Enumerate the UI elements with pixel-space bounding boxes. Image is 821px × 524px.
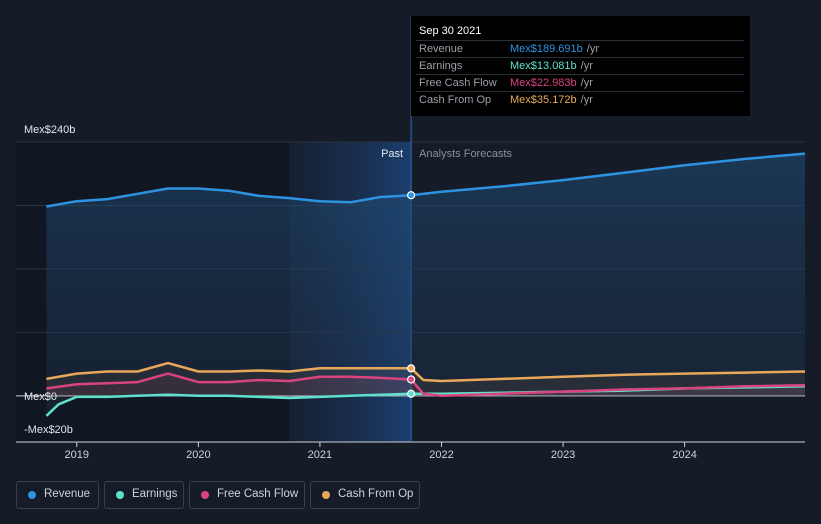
marker-cash-from-op xyxy=(407,364,416,373)
tooltip-date: Sep 30 2021 xyxy=(419,25,482,37)
x-tick-label: 2021 xyxy=(308,449,332,461)
tooltip-row-free-cash-flow: Free Cash Flow Mex$22.983b/yr xyxy=(416,74,744,91)
tooltip-unit: /yr xyxy=(580,60,593,72)
legend-item-revenue[interactable]: Revenue xyxy=(16,481,99,509)
series-line-free-cash-flow xyxy=(46,372,806,398)
series-line-cash-from-op xyxy=(46,361,806,383)
x-tick-label: 2023 xyxy=(551,449,575,461)
marker-free-cash-flow xyxy=(407,375,416,384)
tooltip-label: Free Cash Flow xyxy=(419,77,497,89)
tooltip-value: Mex$35.172b xyxy=(510,94,577,106)
x-tick-label: 2019 xyxy=(65,449,89,461)
tooltip-unit: /yr xyxy=(580,77,593,89)
series-area-earnings xyxy=(46,386,805,416)
series-line-revenue xyxy=(46,152,806,208)
earnings-dot-icon xyxy=(116,491,124,499)
legend-label: Earnings xyxy=(132,488,178,500)
marker-revenue xyxy=(407,191,416,200)
series-area-revenue xyxy=(46,153,805,396)
legend-item-cash-from-op[interactable]: Cash From Op xyxy=(310,481,420,509)
forecast-label: Analysts Forecasts xyxy=(419,148,512,160)
tooltip-label: Cash From Op xyxy=(419,94,492,106)
tooltip-row-revenue: Revenue Mex$189.691b/yr xyxy=(416,40,744,57)
y-tick-label: -Mex$20b xyxy=(24,424,73,436)
free-cash-flow-dot-icon xyxy=(201,491,209,499)
cash-from-op-dot-icon xyxy=(322,491,330,499)
y-tick-label: Mex$240b xyxy=(24,124,75,136)
tooltip-unit: /yr xyxy=(580,94,593,106)
tooltip-unit: /yr xyxy=(586,43,600,55)
x-tick-label: 2022 xyxy=(429,449,453,461)
tooltip-row-cash-from-op: Cash From Op Mex$35.172b/yr xyxy=(416,91,744,108)
legend-item-free-cash-flow[interactable]: Free Cash Flow xyxy=(189,481,305,509)
tooltip-value: Mex$22.983b xyxy=(510,77,577,89)
tooltip-value: Mex$189.691b xyxy=(510,43,583,55)
past-label: Past xyxy=(381,148,403,160)
revenue-dot-icon xyxy=(28,491,36,499)
tooltip-value: Mex$13.081b xyxy=(510,60,577,72)
legend-label: Revenue xyxy=(44,488,91,500)
tooltip-label: Revenue xyxy=(419,43,464,55)
x-tick-label: 2020 xyxy=(186,449,210,461)
x-tick-label: 2024 xyxy=(672,449,696,461)
tooltip-row-earnings: Earnings Mex$13.081b/yr xyxy=(416,57,744,74)
y-tick-label: Mex$0 xyxy=(24,391,57,403)
legend-item-earnings[interactable]: Earnings xyxy=(104,481,184,509)
legend-label: Cash From Op xyxy=(338,488,414,500)
legend-label: Free Cash Flow xyxy=(217,488,299,500)
tooltip: Sep 30 2021 Revenue Mex$189.691b/yr Earn… xyxy=(411,16,750,116)
marker-earnings xyxy=(407,389,416,398)
tooltip-label: Earnings xyxy=(419,60,463,72)
